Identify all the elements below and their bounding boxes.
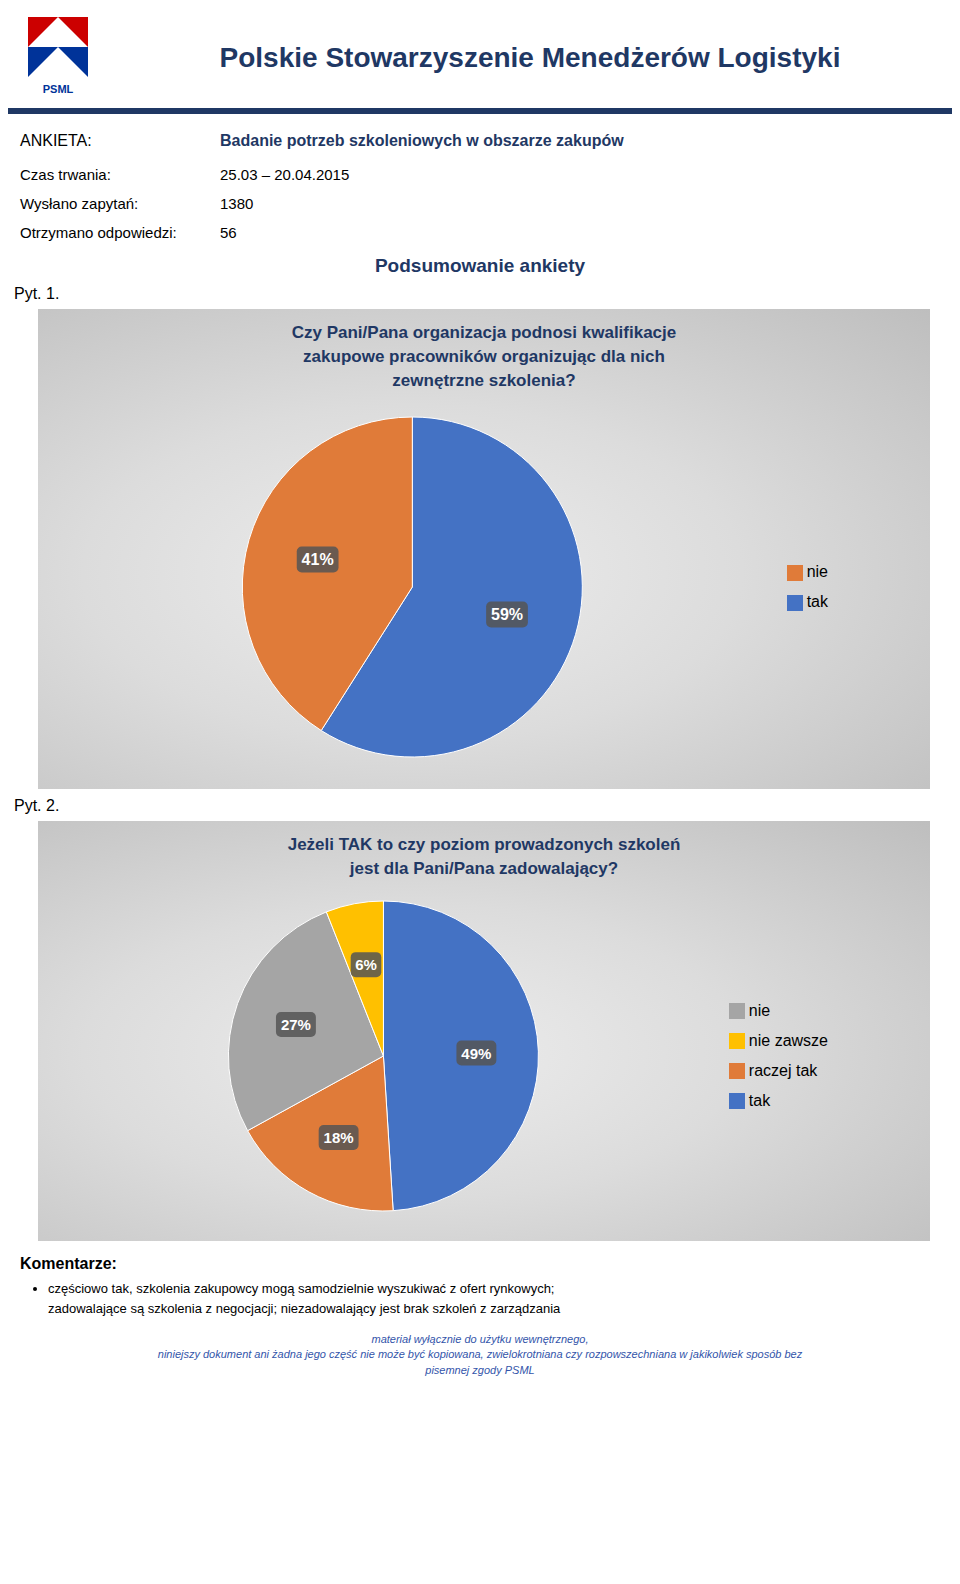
- html-text:nie: nie: [806, 563, 828, 581]
- html-text:Komentarze:: Komentarze:: [20, 1255, 117, 1272]
- svg-text:49%: 49%: [461, 1044, 491, 1061]
- html-text:Badanie potrzeb szkoleniowych: Badanie potrzeb szkoleniowych w obszarze…: [220, 132, 624, 149]
- html-text:częściowo tak, szkolenia zakup: częściowo tak, szkolenia zakupowcy mogą …: [48, 1281, 561, 1316]
- html-text:25.03 – 20.04.2015: 25.03 – 20.04.2015: [220, 166, 350, 183]
- html-text:pisemnej zgody PSML: pisemnej zgody PSML: [425, 1363, 535, 1376]
- html-text:ANKIETA:: ANKIETA:: [20, 132, 92, 149]
- html-text:tak: tak: [748, 1091, 771, 1109]
- svg-text:6%: 6%: [355, 956, 377, 973]
- html-text:Polskie Stowarzyszenie Menedże: Polskie Stowarzyszenie Menedżerów Logist…: [219, 42, 841, 73]
- html-text:Jeżeli TAK to czy poziom prowa: Jeżeli TAK to czy poziom prowadzonych sz…: [287, 835, 681, 878]
- html-text:Czy Pani/Pana organizacja podn: Czy Pani/Pana organizacja podnosi kwalif…: [291, 323, 677, 390]
- html-text:nie zawsze: nie zawsze: [748, 1031, 828, 1049]
- html-text:Podsumowanie ankiety: Podsumowanie ankiety: [374, 255, 586, 276]
- html-text:56: 56: [220, 224, 237, 241]
- html-text:Pyt. 1.: Pyt. 1.: [14, 285, 60, 302]
- html-text:Czas trwania:: Czas trwania:: [20, 166, 111, 183]
- svg-text:18%: 18%: [324, 1129, 354, 1146]
- html-text:materiał wyłącznie do użytku w: materiał wyłącznie do użytku wewnętrzneg…: [371, 1333, 589, 1345]
- html-text:1380: 1380: [220, 195, 254, 212]
- svg-text:PSML: PSML: [43, 83, 74, 95]
- html-text:Otrzymano odpowiedzi:: Otrzymano odpowiedzi:: [20, 224, 177, 241]
- html-text:raczej tak: raczej tak: [748, 1061, 818, 1079]
- html-text:niniejszy dokument ani żadna j: niniejszy dokument ani żadna jego część …: [157, 1348, 803, 1361]
- svg-text:41%: 41%: [302, 551, 334, 568]
- svg-text:59%: 59%: [491, 606, 523, 623]
- html-text:nie: nie: [748, 1001, 771, 1019]
- svg-text:27%: 27%: [281, 1016, 311, 1033]
- html-text:tak: tak: [806, 593, 828, 611]
- html-text:Wysłano zapytań:: Wysłano zapytań:: [20, 195, 139, 212]
- html-text:Pyt. 2.: Pyt. 2.: [14, 797, 60, 814]
